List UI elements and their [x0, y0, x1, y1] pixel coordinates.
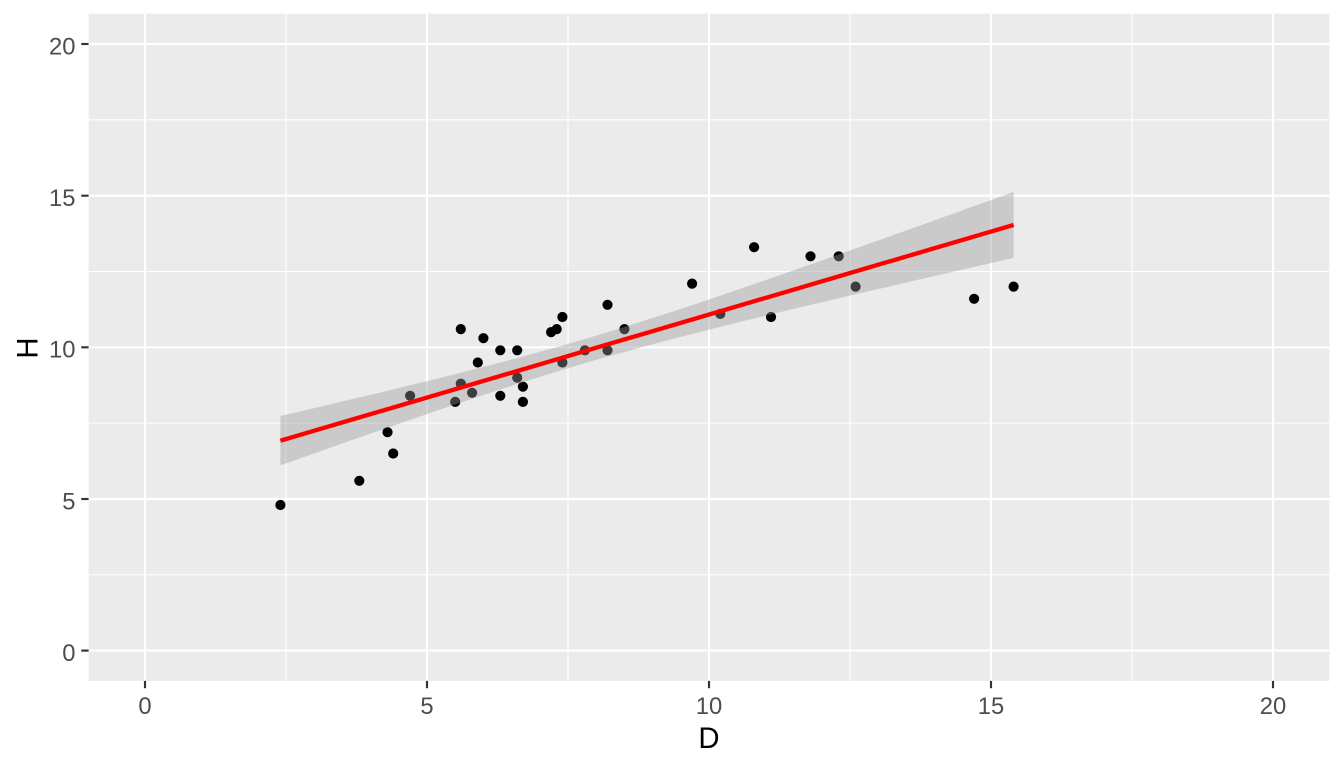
svg-text:5: 5 — [62, 488, 75, 515]
svg-text:D: D — [698, 722, 719, 755]
svg-text:20: 20 — [1260, 693, 1286, 720]
svg-text:20: 20 — [49, 33, 75, 60]
svg-text:0: 0 — [62, 640, 75, 667]
svg-text:10: 10 — [49, 337, 75, 364]
svg-text:0: 0 — [138, 693, 151, 720]
svg-text:5: 5 — [420, 693, 433, 720]
svg-text:H: H — [12, 337, 45, 358]
svg-text:15: 15 — [49, 185, 75, 212]
svg-text:15: 15 — [978, 693, 1004, 720]
svg-text:10: 10 — [696, 693, 722, 720]
